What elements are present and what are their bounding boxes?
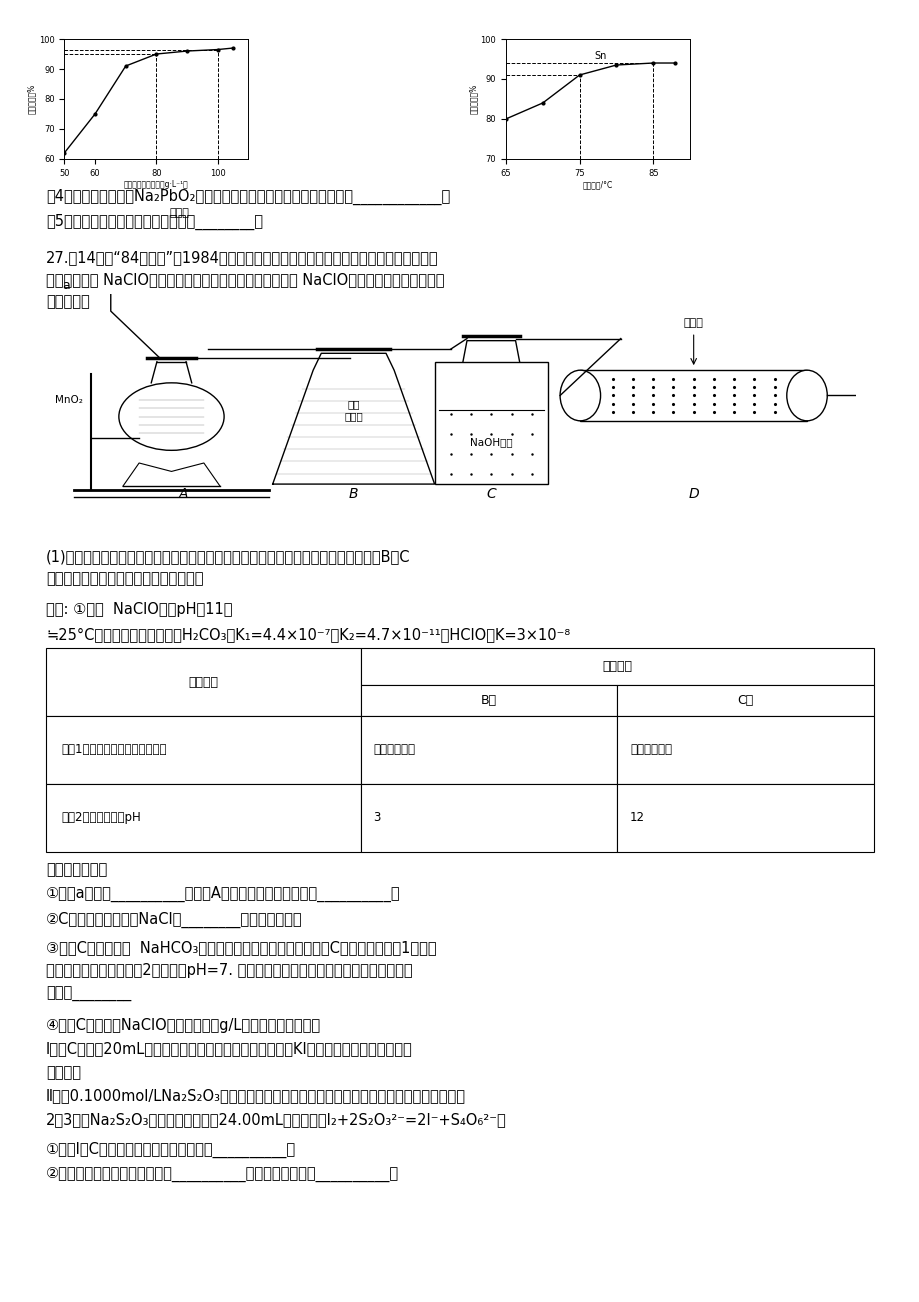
Text: C: C xyxy=(486,487,495,501)
Text: 变红，不褪色: 变红，不褪色 xyxy=(373,743,415,756)
Text: 实验1：取样，滴加紫色石蕊试液: 实验1：取样，滴加紫色石蕊试液 xyxy=(62,743,167,756)
Text: D: D xyxy=(687,487,698,501)
Text: 成分测定。: 成分测定。 xyxy=(46,294,90,310)
X-axis label: 反应温度/°C: 反应温度/°C xyxy=(583,181,612,189)
Bar xyxy=(360,784,617,852)
Text: 分反应。: 分反应。 xyxy=(46,1065,81,1081)
Text: （5）「脱锄」时发生的化学方程式为________。: （5）「脱锄」时发生的化学方程式为________。 xyxy=(46,214,263,229)
Text: 变蓝，不褪色: 变蓝，不褪色 xyxy=(630,743,672,756)
Text: 的原因________: 的原因________ xyxy=(46,987,131,1003)
Text: B: B xyxy=(348,487,358,501)
Text: 实验2：测定溶液的pH: 实验2：测定溶液的pH xyxy=(62,811,142,824)
Text: 2～3次，Na₂S₂O₃溶液的平均用量为24.00mL。（已知：I₂+2S₂O₃²⁻=2I⁻+S₄O₆²⁻）: 2～3次，Na₂S₂O₃溶液的平均用量为24.00mL。（已知：I₂+2S₂O₃… xyxy=(46,1112,506,1128)
Bar xyxy=(46,648,360,716)
Ellipse shape xyxy=(786,370,826,421)
Text: ①仪器a的名称__________，装置A中发生反应的离子方程式__________。: ①仪器a的名称__________，装置A中发生反应的离子方程式________… xyxy=(46,885,400,901)
Text: Ⅱ．用0.1000mol/LNa₂S₂O₃标准溶液滴定锥形瓶中的溶液，淠粉溶液显示终点后，重复操作: Ⅱ．用0.1000mol/LNa₂S₂O₃标准溶液滴定锥形瓶中的溶液，淠粉溶液显… xyxy=(46,1088,466,1104)
Bar xyxy=(360,685,617,716)
Bar xyxy=(617,784,873,852)
Text: NaOH溶液: NaOH溶液 xyxy=(470,437,512,447)
Y-axis label: 锡浸出率／%: 锡浸出率／% xyxy=(469,83,477,115)
X-axis label: 游离碱质量浓度／（g·L⁻¹）: 游离碱质量浓度／（g·L⁻¹） xyxy=(124,181,188,189)
Ellipse shape xyxy=(560,370,600,421)
Y-axis label: 锡浸出率／%: 锡浸出率／% xyxy=(28,83,36,115)
Text: ②C瓶溶液中的溢质是NaCl、________（填化学式）。: ②C瓶溶液中的溢质是NaCl、________（填化学式）。 xyxy=(46,911,302,927)
Text: 饱和
食盐水: 饱和 食盐水 xyxy=(344,400,363,421)
Text: (1)该学习小组按上图装置进行实验（部分夹持装置省去），反应一段时间后，分别取B、C: (1)该学习小组按上图装置进行实验（部分夹持装置省去），反应一段时间后，分别取B… xyxy=(46,549,410,565)
Text: 石蕊试液立即褪色；实验2中溶液的pH=7. 结合平衡移动原理解释紫色石蕊试液立即褪色: 石蕊试液立即褪色；实验2中溶液的pH=7. 结合平衡移动原理解释紫色石蕊试液立即… xyxy=(46,963,413,979)
Text: Ⅰ．取C瓶溶液20mL于锥形瓶中，加入硫酸酸化，加入过量KI溶液，盖紧瓶塞并在暗处充: Ⅰ．取C瓶溶液20mL于锥形瓶中，加入硫酸酸化，加入过量KI溶液，盖紧瓶塞并在暗… xyxy=(46,1042,413,1057)
Text: 实验步骤: 实验步骤 xyxy=(188,676,218,689)
Bar xyxy=(434,362,548,484)
Text: （4）「脱铅」是从含Na₂PbO₂的溶液中形成硬化铅渣，其离子方程式为____________。: （4）「脱铅」是从含Na₂PbO₂的溶液中形成硬化铅渣，其离子方程式为_____… xyxy=(46,189,449,204)
Bar xyxy=(46,716,360,784)
Text: a: a xyxy=(62,280,70,293)
Text: ②盖紧瓶塞并在暗处反应的原因__________滴定至终点的现象__________。: ②盖紧瓶塞并在暗处反应的原因__________滴定至终点的现象________… xyxy=(46,1167,399,1182)
Text: C瓶: C瓶 xyxy=(737,694,753,707)
Text: A: A xyxy=(178,487,188,501)
Text: Sn: Sn xyxy=(594,51,606,61)
Text: 瓶中的溶液进行实验，实验现象如下表。: 瓶中的溶液进行实验，实验现象如下表。 xyxy=(46,572,203,587)
Text: B瓶: B瓶 xyxy=(481,694,496,707)
Text: 12: 12 xyxy=(630,811,644,824)
Text: ≒25°C时，弱酸电离常数为：H₂CO₃：K₁=4.4×10⁻⁷，K₂=4.7×10⁻¹¹；HClO：K=3×10⁻⁸: ≒25°C时，弱酸电离常数为：H₂CO₃：K₁=4.4×10⁻⁷，K₂=4.7×… xyxy=(46,628,570,643)
Bar xyxy=(360,716,617,784)
Text: 碱石灰: 碱石灰 xyxy=(683,318,703,328)
Text: ①步骤Ⅰ的C瓶中发生反应的离子方程式为__________。: ①步骤Ⅰ的C瓶中发生反应的离子方程式为__________。 xyxy=(46,1142,296,1157)
Text: MnO₂: MnO₂ xyxy=(54,395,83,405)
Bar xyxy=(617,716,873,784)
Bar xyxy=(617,685,873,716)
Text: 实验现象: 实验现象 xyxy=(602,660,631,673)
Text: 3: 3 xyxy=(373,811,380,824)
Text: 其有效成分是 NaClO。某化学研究性学习小组在实验室制备 NaClO溶液，并进行性质探究和: 其有效成分是 NaClO。某化学研究性学习小组在实验室制备 NaClO溶液，并进… xyxy=(46,272,444,288)
Bar xyxy=(360,648,873,685)
Text: 已知: ①饱和  NaClO溶液pH为11；: 已知: ①饱和 NaClO溶液pH为11； xyxy=(46,602,233,617)
Text: ③若将C瓶溶液换成  NaHCO₃溶液，按上述操作步骤进行实验，C瓶现象为：实验1中紫色: ③若将C瓶溶液换成 NaHCO₃溶液，按上述操作步骤进行实验，C瓶现象为：实验1… xyxy=(46,940,437,956)
Bar xyxy=(580,370,806,421)
Text: 27.（14分）“84消毒液”因1984年北京某医院研制使用而得名，在日常生活中使用广泛，: 27.（14分）“84消毒液”因1984年北京某医院研制使用而得名，在日常生活中… xyxy=(46,250,438,266)
Text: ④测定C瓶溶液中NaClO含量（单位：g/L）的实验步骤如下：: ④测定C瓶溶液中NaClO含量（单位：g/L）的实验步骤如下： xyxy=(46,1018,321,1034)
Text: 回答下列问题：: 回答下列问题： xyxy=(46,862,108,878)
Text: 浓盐酸: 浓盐酸 xyxy=(169,208,189,219)
Bar xyxy=(46,784,360,852)
